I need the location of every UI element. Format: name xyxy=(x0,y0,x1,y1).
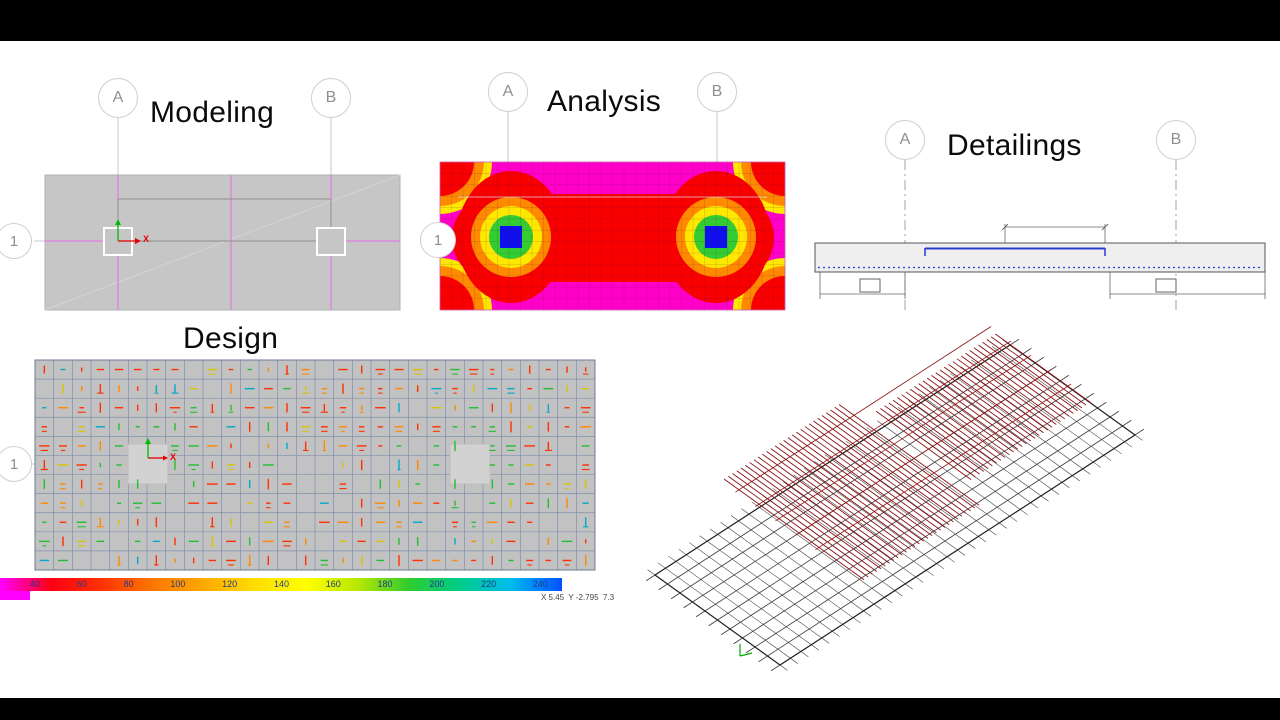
legend-value: 60 xyxy=(76,579,87,589)
design-plan-drawing xyxy=(32,359,596,571)
legend-value: 220 xyxy=(481,579,497,589)
z-axis-arrowhead xyxy=(145,438,151,444)
corner-contour xyxy=(440,276,474,310)
bubble-letter: B xyxy=(711,83,723,100)
hotspot-b-orange xyxy=(676,197,756,277)
x-axis-label-design: X xyxy=(170,452,177,462)
dim-tick xyxy=(1001,223,1009,231)
corner-contour xyxy=(741,266,785,310)
legend-value: 240 xyxy=(532,579,548,589)
legend-value: 120 xyxy=(222,579,238,589)
corner-contour xyxy=(741,162,785,206)
bubble-letter: A xyxy=(899,131,911,148)
contour-background xyxy=(440,162,785,310)
legend-values: 40 60 80 100 120 140 160 180 200 220 240 xyxy=(30,579,548,589)
x-axis-label-modeling: X xyxy=(143,234,150,244)
row-bubble-1-design: 1 xyxy=(0,446,32,482)
bubble-letter: B xyxy=(325,89,337,106)
bubble-letter: B xyxy=(1170,131,1182,148)
letterbox-top xyxy=(0,0,1280,41)
legend-value: 100 xyxy=(170,579,186,589)
corner-contour xyxy=(751,276,785,310)
grid-bubble-b-detailings: B xyxy=(1156,120,1196,160)
rebar-intensity-marks xyxy=(38,365,592,566)
corner-contour xyxy=(440,162,484,206)
letterbox-bottom xyxy=(0,698,1280,720)
modeling-title: Modeling xyxy=(150,96,275,129)
x-axis-arrowhead xyxy=(163,455,168,461)
modeling-plan-drawing xyxy=(34,118,401,311)
column-a-blue xyxy=(500,226,522,248)
detailings-title: Detailings xyxy=(947,129,1082,162)
drop-panel-left xyxy=(859,278,881,293)
dim-tick xyxy=(1101,223,1109,231)
legend-value: 140 xyxy=(273,579,289,589)
design-strip-outline xyxy=(117,198,332,242)
row-bubble-1-analysis: 1 xyxy=(420,222,456,258)
slab-plan xyxy=(44,174,401,311)
slab-plan xyxy=(34,359,596,571)
hotspot-a-red xyxy=(457,171,565,303)
hotspot-a-orange xyxy=(471,197,551,277)
plot-border xyxy=(439,161,786,311)
grid-bubble-b-analysis: B xyxy=(697,72,737,112)
bubble-letter: A xyxy=(112,89,124,106)
grid-bubble-b-modeling: B xyxy=(311,78,351,118)
legend-bar xyxy=(0,578,562,591)
bubble-letter: 1 xyxy=(9,232,19,250)
column-b-blue xyxy=(705,226,727,248)
hotspot-b-red xyxy=(662,171,770,303)
hotspot-b-yellow xyxy=(685,206,747,268)
column-void-b xyxy=(449,443,491,485)
corner-contour xyxy=(440,162,492,214)
corner-contour xyxy=(733,258,785,310)
design-mesh-grid xyxy=(35,360,595,570)
legend-value: 80 xyxy=(123,579,134,589)
analysis-grid-overlay xyxy=(440,162,785,310)
detailing-section-drawing xyxy=(814,160,1266,312)
grid-bubble-a-modeling: A xyxy=(98,78,138,118)
grid-bubble-a-analysis: A xyxy=(488,72,528,112)
design-title: Design xyxy=(183,322,279,355)
column-a xyxy=(103,227,133,256)
legend-value: 160 xyxy=(325,579,341,589)
grid-bubble-a-detailings: A xyxy=(885,120,925,160)
column-void-a xyxy=(127,443,169,485)
rebar-3d-view xyxy=(645,326,1145,672)
row-bubble-1-modeling: 1 xyxy=(0,223,32,259)
moment-band xyxy=(452,194,774,282)
analysis-title: Analysis xyxy=(547,85,662,118)
mesh-diagonal xyxy=(44,174,401,311)
legend-value: 200 xyxy=(429,579,445,589)
hotspot-b-green xyxy=(694,215,738,259)
bubble-letter: 1 xyxy=(433,231,443,249)
hotspot-a-yellow xyxy=(480,206,542,268)
hotspot-a-green xyxy=(489,215,533,259)
legend-value: 180 xyxy=(377,579,393,589)
corner-contour xyxy=(751,162,785,196)
corner-contour xyxy=(440,258,492,310)
bubble-letter: A xyxy=(502,83,514,100)
corner-contour xyxy=(440,162,474,196)
column-b xyxy=(316,227,346,256)
bubble-letter: 1 xyxy=(9,455,19,473)
legend-value: 40 xyxy=(30,579,41,589)
x-axis-arrowhead xyxy=(135,238,141,244)
drop-panel-right xyxy=(1155,278,1177,293)
corner-contour xyxy=(440,266,484,310)
corner-contour xyxy=(733,162,785,214)
cursor-coordinates: X 5.45 Y -2.795 7.3 xyxy=(541,593,615,602)
z-axis-arrowhead xyxy=(115,219,121,225)
slab-section xyxy=(814,242,1266,273)
